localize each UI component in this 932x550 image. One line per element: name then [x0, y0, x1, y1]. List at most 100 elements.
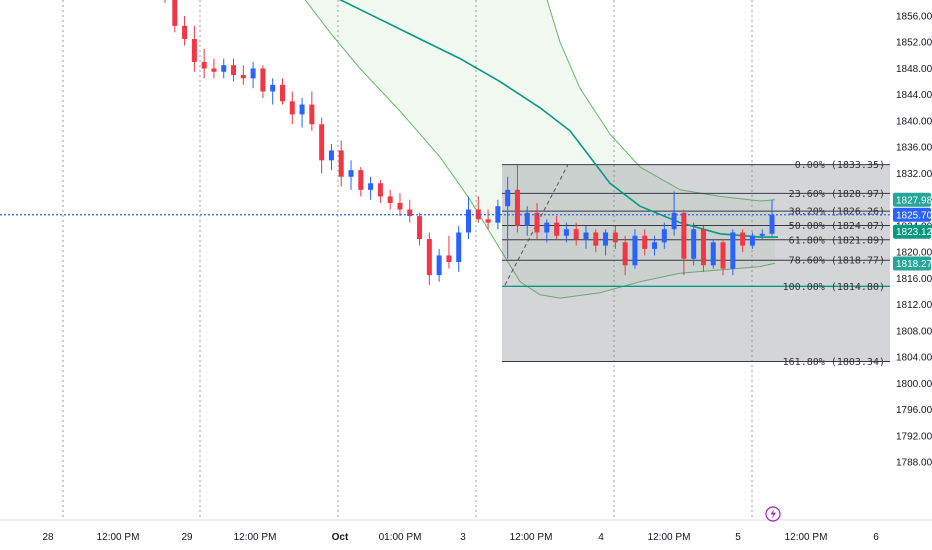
- candle: [749, 232, 755, 249]
- candle: [759, 229, 765, 240]
- candle-body: [289, 101, 295, 115]
- candle-body: [661, 229, 667, 243]
- candlestick-series: [164, 0, 775, 285]
- price-badge-label: 1823.12: [896, 227, 932, 238]
- candle-body: [583, 232, 589, 240]
- candle-body: [622, 242, 628, 266]
- candle: [505, 176, 511, 259]
- x-tick-label: 12:00 PM: [97, 532, 140, 543]
- candle-body: [377, 183, 383, 197]
- candle: [622, 235, 628, 276]
- fibonacci-levels: 0.00% (1833.35) 23.60% (1828.97) 38.20% (1…: [502, 160, 890, 368]
- x-tick-label: 12:00 PM: [785, 532, 828, 543]
- x-tick-label: 6: [873, 532, 879, 543]
- candle-body: [740, 232, 746, 246]
- candle-body: [417, 216, 423, 240]
- candle: [710, 239, 716, 269]
- y-tick-label: 1852.00: [896, 38, 932, 49]
- candle: [201, 48, 207, 79]
- y-tick-label: 1848.00: [896, 64, 932, 75]
- candle: [603, 229, 609, 256]
- fibonacci-retracement-area[interactable]: [502, 164, 890, 362]
- candle-body: [534, 212, 540, 233]
- candle: [524, 206, 530, 236]
- candle: [642, 229, 648, 256]
- y-tick-label: 1792.00: [896, 431, 932, 442]
- price-badge: 1825.70: [893, 207, 932, 222]
- candle-body: [603, 232, 609, 246]
- band-upper-line: [546, 0, 776, 202]
- candle-body: [260, 68, 266, 92]
- fib-trend-line: [504, 164, 569, 286]
- candle-body: [691, 229, 697, 259]
- price-badge-label: 1825.70: [896, 210, 932, 221]
- x-tick-label: 12:00 PM: [510, 532, 553, 543]
- candle-body: [475, 209, 481, 220]
- candle-body: [240, 75, 246, 79]
- fibonacci-box[interactable]: [502, 164, 890, 362]
- candle-body: [671, 212, 677, 230]
- bollinger-band-fill: [304, 0, 776, 299]
- candle: [191, 25, 197, 72]
- price-badge-label: 1827.98: [896, 195, 932, 206]
- candle: [632, 229, 638, 269]
- fib-level-label: 38.20% (1826.26): [789, 207, 885, 218]
- candle-body: [231, 65, 237, 76]
- candle-body: [299, 104, 305, 115]
- price-badge-bg: [893, 224, 931, 239]
- candle-body: [632, 235, 638, 266]
- candle-body: [642, 235, 648, 249]
- y-tick-label: 1832.00: [896, 169, 932, 180]
- candle: [446, 235, 452, 269]
- candle-body: [270, 84, 276, 92]
- lightning-bolt-icon[interactable]: [765, 506, 781, 522]
- candle: [368, 176, 374, 200]
- candle: [720, 239, 726, 276]
- ma-path: [338, 0, 778, 238]
- candle: [270, 78, 276, 105]
- candle: [436, 248, 442, 282]
- candle: [544, 219, 550, 243]
- y-tick-label: 1788.00: [896, 458, 932, 469]
- candle: [328, 143, 334, 171]
- candle-body: [328, 150, 334, 161]
- fib-level-label: 78.60% (1818.77): [789, 256, 885, 267]
- candle-body: [769, 214, 775, 234]
- candle-body: [612, 232, 618, 243]
- candle: [348, 160, 354, 190]
- moving-average-line: [338, 0, 778, 238]
- candle: [417, 212, 423, 246]
- candle: [299, 98, 305, 128]
- candle-body: [505, 189, 511, 207]
- y-tick-label: 1856.00: [896, 12, 932, 23]
- candle: [260, 65, 266, 98]
- candle-body: [563, 229, 569, 236]
- candle: [407, 199, 413, 223]
- time-axis[interactable]: 28 12:00 PM 29 12:00 PM Oct 01:00 PM 3 12:00 PM…: [0, 519, 932, 543]
- candle: [652, 235, 658, 256]
- candle: [514, 164, 520, 233]
- candle-body: [446, 255, 452, 262]
- y-tick-label: 1820.00: [896, 248, 932, 259]
- candle-body: [466, 209, 471, 233]
- candle: [426, 232, 432, 285]
- candle: [485, 209, 491, 230]
- candle: [279, 78, 285, 105]
- candle: [475, 196, 481, 223]
- candle-body: [387, 196, 393, 203]
- candle: [358, 166, 364, 197]
- candle: [466, 196, 471, 240]
- candle-body: [681, 212, 687, 259]
- candle: [387, 189, 393, 210]
- price-axis[interactable]: 1856.00 1852.00 1848.00 1844.00 1840.00 1836.…: [896, 12, 932, 469]
- x-tick-label: 12:00 PM: [234, 532, 277, 543]
- x-tick-label: 4: [598, 532, 604, 543]
- candle-body: [309, 104, 315, 125]
- candle: [661, 222, 667, 249]
- price-badge-label: 1818.27: [896, 259, 932, 270]
- x-tick-label: 01:00 PM: [379, 532, 422, 543]
- y-tick-label: 1844.00: [896, 90, 932, 101]
- candle-body: [201, 61, 207, 69]
- x-tick-label: 28: [42, 532, 54, 543]
